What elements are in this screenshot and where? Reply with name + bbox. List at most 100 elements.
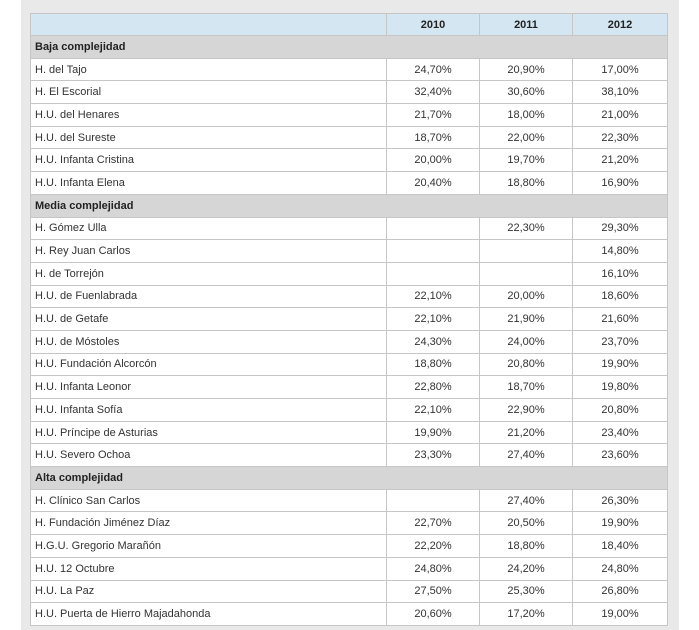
hospital-name-cell: H.U. del Sureste	[30, 125, 387, 150]
hospital-name-cell: H.U. Fundación Alcorcón	[30, 352, 387, 377]
table-row: H. Gómez Ulla 22,30% 29,30%	[30, 216, 668, 241]
value-cell-2011: 17,20%	[479, 602, 573, 626]
hospital-name-cell: H.G.U. Gregorio Marañón	[30, 534, 387, 558]
table-row: H. de Torrejón 16,10%	[30, 261, 668, 286]
hospital-name-cell: H. El Escorial	[30, 80, 387, 105]
value-cell-2011: 18,80%	[479, 534, 573, 558]
value-cell-2011: 30,60%	[479, 80, 573, 105]
header-row: 2010 2011 2012	[30, 13, 668, 36]
hospital-name-cell: H. Gómez Ulla	[30, 216, 387, 241]
value-cell-2010: 22,10%	[386, 398, 480, 422]
header-cell-2011: 2011	[479, 13, 573, 36]
value-cell-2010: 32,40%	[386, 80, 480, 105]
table-row: H.U. Infanta Elena 20,40% 18,80% 16,90%	[30, 171, 668, 195]
value-cell-2010: 27,50%	[386, 579, 480, 604]
value-cell-2011: 22,00%	[479, 125, 573, 150]
hospital-name-cell: H.U. de Fuenlabrada	[30, 284, 387, 309]
value-cell-2011: 21,90%	[479, 307, 573, 331]
table-row: H.U. Infanta Sofía 22,10% 22,90% 20,80%	[30, 398, 668, 422]
value-cell-2011: 20,80%	[479, 352, 573, 377]
table-row: H.U. Príncipe de Asturias 19,90% 21,20% 23,…	[30, 420, 668, 445]
value-cell-2011: 25,30%	[479, 579, 573, 604]
hospital-name-cell: H.U. Príncipe de Asturias	[30, 420, 387, 445]
hospital-percentage-table: 2010 2011 2012 Baja complejidad H. del Ta…	[30, 13, 668, 626]
section-header-row: Baja complejidad	[30, 35, 668, 59]
table-row: H. Clínico San Carlos 27,40% 26,30%	[30, 488, 668, 513]
hospital-name-cell: H.U. Infanta Leonor	[30, 375, 387, 399]
table-row: H.U. de Getafe 22,10% 21,90% 21,60%	[30, 307, 668, 331]
value-cell-2011: 20,50%	[479, 511, 573, 536]
value-cell-2012: 16,90%	[572, 171, 668, 195]
table-row: H. Rey Juan Carlos 14,80%	[30, 239, 668, 263]
header-cell-2010: 2010	[386, 13, 480, 36]
table-row: H. El Escorial 32,40% 30,60% 38,10%	[30, 80, 668, 105]
value-cell-2011: 22,30%	[479, 216, 573, 241]
section-header-row: Media complejidad	[30, 193, 668, 218]
value-cell-2011: 27,40%	[479, 488, 573, 513]
value-cell-2012: 16,10%	[572, 261, 668, 286]
value-cell-2012: 23,70%	[572, 329, 668, 354]
value-cell-2011: 22,90%	[479, 398, 573, 422]
table-body: Baja complejidad H. del Tajo 24,70% 20,90% 1…	[30, 35, 668, 626]
value-cell-2012: 19,00%	[572, 602, 668, 626]
value-cell-2012: 21,00%	[572, 103, 668, 127]
value-cell-2012: 26,30%	[572, 488, 668, 513]
value-cell-2011: 20,00%	[479, 284, 573, 309]
value-cell-2010: 20,40%	[386, 171, 480, 195]
section-header-row: Alta complejidad	[30, 466, 668, 490]
hospital-name-cell: H.U. Puerta de Hierro Majadahonda	[30, 602, 387, 626]
section-title: Alta complejidad	[30, 466, 668, 490]
value-cell-2010	[386, 488, 480, 513]
value-cell-2010: 24,70%	[386, 57, 480, 82]
value-cell-2012: 26,80%	[572, 579, 668, 604]
value-cell-2011: 27,40%	[479, 443, 573, 468]
value-cell-2011: 18,80%	[479, 171, 573, 195]
table-row: H.U. del Sureste 18,70% 22,00% 22,30%	[30, 125, 668, 150]
header-cell-2012: 2012	[572, 13, 668, 36]
value-cell-2012: 23,60%	[572, 443, 668, 468]
hospital-name-cell: H.U. de Móstoles	[30, 329, 387, 354]
value-cell-2011: 21,20%	[479, 420, 573, 445]
value-cell-2012: 19,90%	[572, 352, 668, 377]
value-cell-2012: 38,10%	[572, 80, 668, 105]
value-cell-2012: 22,30%	[572, 125, 668, 150]
table-row: H.U. del Henares 21,70% 18,00% 21,00%	[30, 103, 668, 127]
table-row: H.U. Fundación Alcorcón 18,80% 20,80% 19,90…	[30, 352, 668, 377]
value-cell-2011: 20,90%	[479, 57, 573, 82]
hospital-name-cell: H. del Tajo	[30, 57, 387, 82]
value-cell-2010: 20,00%	[386, 148, 480, 173]
value-cell-2012: 19,90%	[572, 511, 668, 536]
table-row: H. del Tajo 24,70% 20,90% 17,00%	[30, 57, 668, 82]
value-cell-2011: 19,70%	[479, 148, 573, 173]
section-title: Baja complejidad	[30, 35, 668, 59]
value-cell-2010	[386, 261, 480, 286]
value-cell-2012: 23,40%	[572, 420, 668, 445]
value-cell-2011	[479, 239, 573, 263]
value-cell-2010: 22,10%	[386, 284, 480, 309]
value-cell-2010: 22,80%	[386, 375, 480, 399]
value-cell-2010: 20,60%	[386, 602, 480, 626]
value-cell-2011: 24,00%	[479, 329, 573, 354]
value-cell-2010	[386, 239, 480, 263]
value-cell-2010: 22,70%	[386, 511, 480, 536]
hospital-name-cell: H.U. Severo Ochoa	[30, 443, 387, 468]
table-row: H.U. Infanta Leonor 22,80% 18,70% 19,80%	[30, 375, 668, 399]
hospital-name-cell: H.U. Infanta Cristina	[30, 148, 387, 173]
value-cell-2010: 23,30%	[386, 443, 480, 468]
value-cell-2010: 21,70%	[386, 103, 480, 127]
table-row: H.G.U. Gregorio Marañón 22,20% 18,80% 18,40…	[30, 534, 668, 558]
value-cell-2012: 19,80%	[572, 375, 668, 399]
table-row: H. Fundación Jiménez Díaz 22,70% 20,50% 19,…	[30, 511, 668, 536]
value-cell-2012: 18,60%	[572, 284, 668, 309]
value-cell-2012: 21,60%	[572, 307, 668, 331]
value-cell-2012: 29,30%	[572, 216, 668, 241]
hospital-name-cell: H.U. La Paz	[30, 579, 387, 604]
hospital-name-cell: H.U. Infanta Elena	[30, 171, 387, 195]
table-row: H.U. Severo Ochoa 23,30% 27,40% 23,60%	[30, 443, 668, 468]
value-cell-2010: 18,70%	[386, 125, 480, 150]
hospital-name-cell: H.U. Infanta Sofía	[30, 398, 387, 422]
value-cell-2010: 24,30%	[386, 329, 480, 354]
table-row: H.U. de Móstoles 24,30% 24,00% 23,70%	[30, 329, 668, 354]
hospital-name-cell: H.U. 12 Octubre	[30, 556, 387, 581]
value-cell-2012: 14,80%	[572, 239, 668, 263]
